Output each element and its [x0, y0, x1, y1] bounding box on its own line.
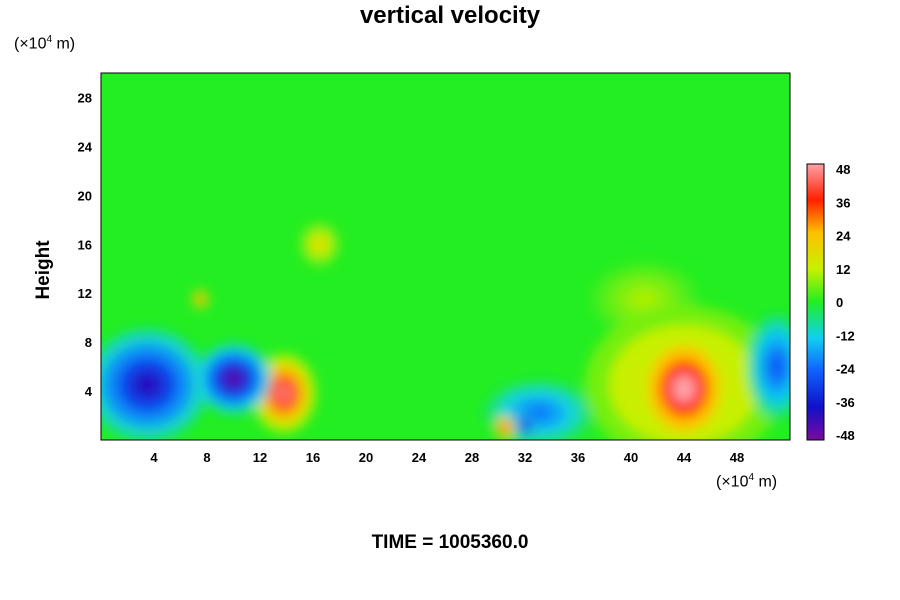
y-tick-label: 8	[85, 335, 92, 350]
colorbar-tick-label: 12	[836, 262, 850, 277]
velocity-feature	[494, 415, 516, 440]
y-tick-label: 4	[85, 384, 93, 399]
y-tick-label: 20	[78, 188, 92, 203]
velocity-contour	[502, 424, 508, 431]
velocity-contour	[132, 371, 163, 399]
x-axis-unit: (×104 m)	[716, 472, 778, 491]
x-tick-label: 48	[730, 450, 744, 465]
y-tick-label: 16	[78, 237, 92, 252]
colorbar-tick-label: -36	[836, 395, 855, 410]
colorbar-tick-label: -24	[836, 362, 856, 377]
x-tick-label: 16	[306, 450, 320, 465]
x-tick-label: 32	[518, 450, 532, 465]
colorbar-gradient	[806, 163, 825, 441]
velocity-contour	[522, 422, 528, 429]
velocity-contour	[224, 370, 243, 388]
velocity-feature	[747, 315, 790, 418]
x-tick-label: 28	[465, 450, 479, 465]
y-axis-unit: (×104 m)	[14, 34, 76, 53]
velocity-contour	[631, 290, 658, 309]
plot-area	[101, 73, 790, 440]
colorbar-tick-label: -48	[836, 428, 855, 443]
velocity-contour	[769, 353, 785, 380]
x-tick-label: 36	[571, 450, 585, 465]
time-label: TIME = 1005360.0	[371, 532, 529, 553]
velocity-contour	[314, 238, 325, 250]
y-tick-label: 24	[78, 139, 93, 154]
x-tick-label: 44	[677, 450, 692, 465]
y-tick-label: 12	[78, 286, 92, 301]
colorbar: 48 36 24 12 0 -12 -24 -36 -48	[806, 162, 856, 443]
colorbar-tick-label: -12	[836, 328, 855, 343]
x-tick-label: 20	[359, 450, 373, 465]
velocity-feature	[101, 329, 207, 440]
x-tick-label: 4	[150, 450, 158, 465]
colorbar-tick-label: 24	[836, 229, 851, 244]
chart-title: vertical velocity	[359, 2, 541, 29]
x-tick-label: 8	[203, 450, 210, 465]
plot-frame	[100, 72, 791, 441]
velocity-feature	[192, 289, 209, 310]
colorbar-tick-label: 48	[836, 162, 850, 177]
colorbar-tick-label: 36	[836, 195, 850, 210]
y-tick-labels: 4 8 12 16 20 24 28	[78, 90, 93, 399]
x-tick-labels: 4 8 12 16 20 24 28 32 36 40 44 48	[150, 450, 744, 465]
y-tick-label: 28	[78, 90, 92, 105]
velocity-feature	[636, 332, 732, 440]
velocity-feature	[514, 413, 536, 438]
velocity-contour	[275, 383, 292, 404]
velocity-feature	[299, 222, 340, 267]
velocity-contour	[198, 296, 203, 302]
x-tick-label: 40	[624, 450, 638, 465]
x-tick-label: 24	[412, 450, 427, 465]
velocity-feature	[196, 344, 271, 414]
colorbar-tick-label: 0	[836, 295, 843, 310]
velocity-contour	[672, 374, 696, 403]
x-tick-label: 12	[253, 450, 267, 465]
